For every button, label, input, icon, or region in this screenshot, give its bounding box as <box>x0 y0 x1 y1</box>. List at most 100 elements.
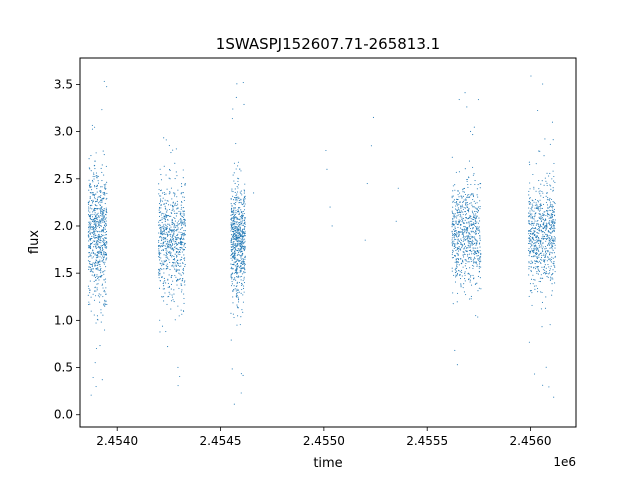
data-point <box>549 143 551 145</box>
data-point <box>239 212 241 214</box>
data-point <box>161 296 163 298</box>
data-point <box>163 213 165 215</box>
data-point <box>244 263 246 265</box>
data-point <box>240 265 242 267</box>
data-point <box>179 223 181 225</box>
data-point <box>178 269 180 271</box>
data-point <box>236 268 238 270</box>
data-point <box>473 242 475 245</box>
data-point <box>94 126 96 128</box>
data-point <box>549 239 551 242</box>
data-point <box>166 303 168 305</box>
data-point <box>550 217 552 219</box>
data-point <box>103 174 105 176</box>
data-point <box>243 265 246 267</box>
data-point <box>94 175 96 178</box>
data-point <box>234 257 236 259</box>
data-point <box>472 206 474 208</box>
data-point <box>537 242 540 244</box>
data-point <box>237 253 239 255</box>
data-point <box>469 220 471 222</box>
data-point <box>552 219 554 221</box>
data-point <box>99 231 101 233</box>
data-point <box>547 251 549 253</box>
data-point <box>455 202 457 204</box>
data-point <box>234 213 236 215</box>
data-point <box>100 225 103 227</box>
data-point <box>451 242 453 244</box>
data-point <box>458 248 460 250</box>
data-point <box>241 253 243 255</box>
data-point <box>165 256 167 258</box>
data-point <box>170 300 173 302</box>
data-point <box>456 209 458 211</box>
data-point <box>233 230 235 233</box>
data-point <box>478 243 481 245</box>
data-point <box>539 260 541 262</box>
data-point <box>454 229 456 232</box>
data-point <box>237 225 239 228</box>
data-point <box>469 238 471 240</box>
data-point <box>479 220 481 222</box>
data-point <box>453 236 455 238</box>
data-point <box>171 244 174 246</box>
data-point <box>533 234 535 236</box>
data-point <box>104 304 106 306</box>
data-point <box>466 235 468 237</box>
data-point <box>234 238 236 240</box>
data-point <box>538 210 541 212</box>
data-point <box>451 245 453 247</box>
y-tick-label: 3.5 <box>54 77 73 91</box>
data-point <box>177 269 179 271</box>
data-point <box>548 199 550 201</box>
data-point <box>467 239 469 241</box>
data-point <box>183 244 185 246</box>
data-point <box>529 197 531 199</box>
data-point <box>471 218 473 220</box>
data-point <box>460 205 462 207</box>
data-point <box>237 210 240 212</box>
data-point <box>230 203 232 205</box>
data-point <box>243 192 245 194</box>
data-point <box>467 247 469 249</box>
data-point <box>527 216 530 218</box>
data-point <box>465 199 467 201</box>
data-point <box>173 195 176 197</box>
data-point <box>457 194 459 196</box>
data-point <box>88 226 90 228</box>
data-point <box>548 266 550 268</box>
data-point <box>475 247 477 249</box>
data-point <box>93 232 95 234</box>
data-point <box>531 203 533 205</box>
data-point <box>532 274 534 276</box>
data-point <box>181 201 183 204</box>
data-point <box>176 243 178 245</box>
data-point <box>455 221 457 223</box>
data-point <box>89 204 91 206</box>
data-point <box>454 276 457 278</box>
data-point <box>458 210 460 212</box>
data-point <box>106 181 108 183</box>
data-point <box>90 219 92 221</box>
data-point <box>550 232 552 234</box>
data-point <box>453 235 455 237</box>
data-point <box>456 223 458 225</box>
data-point <box>169 229 171 231</box>
data-point <box>92 252 95 254</box>
data-point <box>234 253 236 255</box>
data-point <box>89 303 91 305</box>
data-point <box>234 255 236 257</box>
data-point <box>548 273 550 275</box>
data-point <box>550 265 552 267</box>
data-point <box>455 238 457 241</box>
data-point <box>90 263 93 265</box>
data-point <box>180 208 182 210</box>
data-point <box>476 239 478 241</box>
data-point <box>103 238 105 240</box>
data-point <box>461 218 463 220</box>
data-point <box>544 261 546 263</box>
data-point <box>465 232 467 234</box>
data-point <box>170 215 172 217</box>
data-point <box>454 243 456 245</box>
data-point <box>535 260 537 262</box>
